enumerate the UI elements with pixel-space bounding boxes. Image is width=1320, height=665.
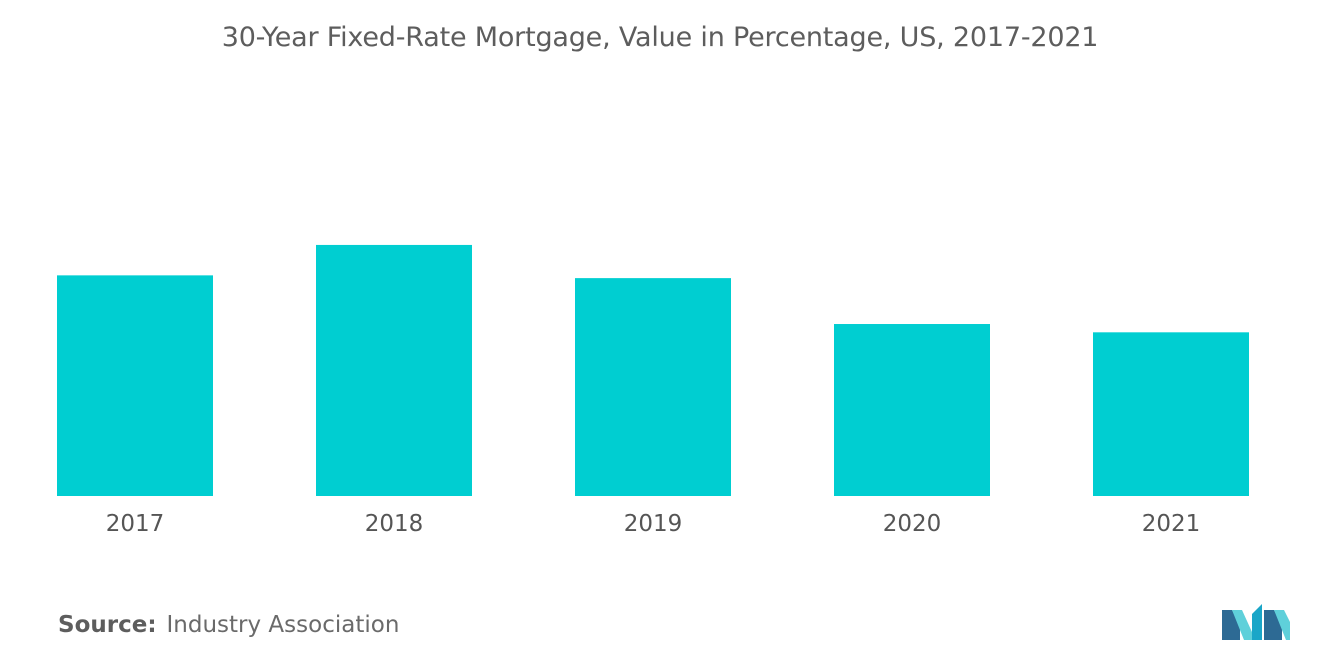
source-note: Source: Industry Association: [58, 612, 399, 638]
x-tick-label-2019: 2019: [624, 511, 683, 537]
source-text: Industry Association: [166, 612, 400, 638]
mordor-intelligence-logo-icon: [1222, 604, 1290, 640]
bar-2018: [316, 244, 472, 496]
x-tick-label-2017: 2017: [106, 511, 165, 537]
x-axis-ticks: 2017 2018 2019 2020 2021: [106, 511, 1201, 537]
bars-group: [57, 244, 1249, 496]
bar-2017: [57, 275, 213, 496]
source-label: Source:: [58, 612, 157, 638]
chart-title: 30-Year Fixed-Rate Mortgage, Value in Pe…: [221, 22, 1099, 53]
bar-2021: [1093, 332, 1249, 496]
x-tick-label-2018: 2018: [365, 511, 424, 537]
bar-2020: [834, 324, 990, 496]
x-tick-label-2020: 2020: [883, 511, 942, 537]
x-tick-label-2021: 2021: [1142, 511, 1201, 537]
bar-2019: [575, 278, 731, 496]
